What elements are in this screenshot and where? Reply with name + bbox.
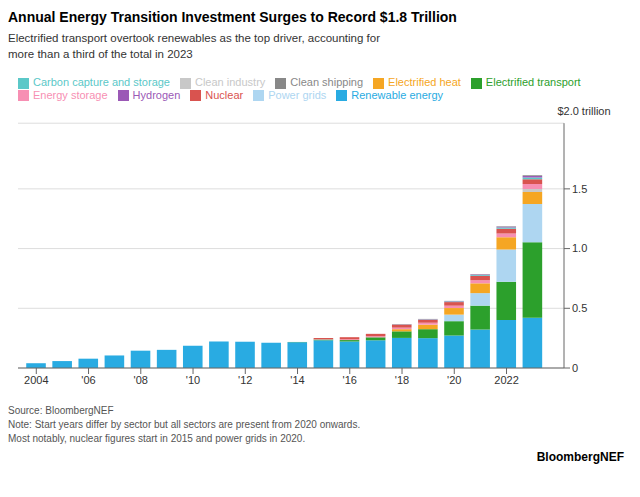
html-text:Clean industry: Clean industry (195, 76, 266, 88)
html-text:Renewable energy: Renewable energy (351, 88, 443, 101)
svg-text:'08: '08 (134, 374, 148, 386)
svg-text:'20: '20 (447, 374, 461, 386)
svg-text:1.5: 1.5 (572, 183, 587, 195)
html-text:Clean shipping: Clean shipping (290, 76, 364, 88)
html-text:Electrified transport overtook: Electrified transport overtook renewable… (8, 32, 380, 60)
svg-text:'10: '10 (186, 374, 200, 386)
html-text:Hydrogen: Hydrogen (132, 88, 181, 101)
svg-text:'18: '18 (395, 374, 409, 386)
svg-text:0: 0 (572, 362, 578, 374)
html-text:Electrified transport: Electrified transport (485, 76, 581, 88)
svg-text:2004: 2004 (24, 374, 48, 386)
html-text:Nuclear: Nuclear (205, 88, 244, 101)
html-text:Energy storage: Energy storage (33, 88, 108, 101)
svg-text:0.5: 0.5 (572, 302, 587, 314)
svg-text:'16: '16 (343, 374, 357, 386)
html-text:Source: BloombergNEF Note: Sta: Source: BloombergNEF Note: Start years d… (8, 405, 361, 444)
html-text:Power grids: Power grids (268, 88, 327, 101)
svg-text:'14: '14 (290, 374, 304, 386)
svg-text:$2.0 trillion: $2.0 trillion (557, 105, 610, 117)
svg-text:1.0: 1.0 (572, 242, 587, 254)
svg-text:2022: 2022 (494, 374, 518, 386)
html-text:BloombergNEF: BloombergNEF (536, 450, 624, 464)
svg-text:'06: '06 (81, 374, 95, 386)
svg-text:'12: '12 (238, 374, 252, 386)
html-text:Carbon capture and storage: Carbon capture and storage (33, 76, 170, 88)
html-text:Annual Energy Transition Inves: Annual Energy Transition Investment Surg… (8, 9, 457, 25)
html-text:Electrified heat: Electrified heat (388, 76, 461, 88)
